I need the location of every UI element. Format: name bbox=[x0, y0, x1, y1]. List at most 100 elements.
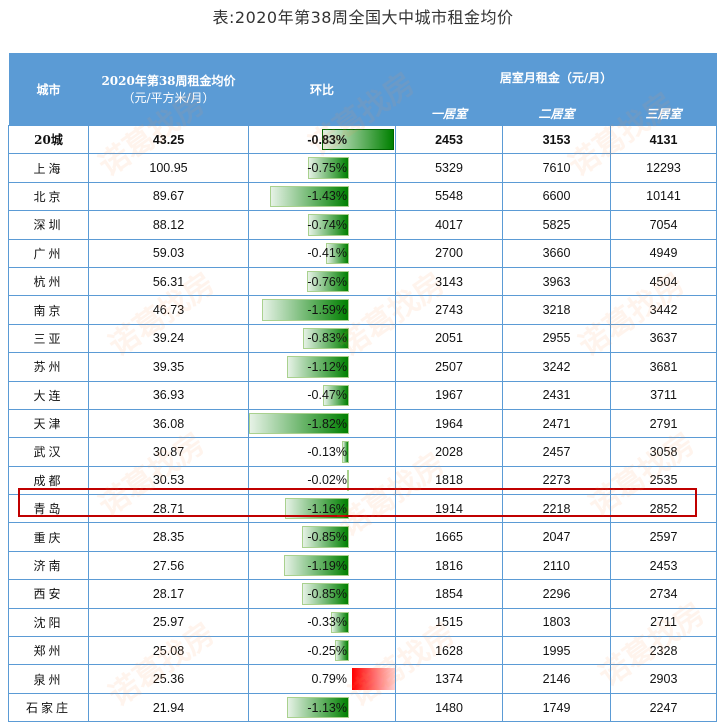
cell-city: 武汉 bbox=[8, 437, 89, 467]
cell-two-room-rent: 1803 bbox=[502, 607, 611, 638]
table-row: 泉州 25.36 0.79% 1374 2146 2903 bbox=[8, 664, 718, 694]
cell-three-room-rent: 2791 bbox=[609, 408, 718, 439]
cell-ratio: 0.79% bbox=[248, 664, 396, 694]
cell-two-room-rent: 7610 bbox=[502, 153, 611, 183]
header-three-room: 三居室 bbox=[610, 101, 717, 126]
cell-avg-price: 36.93 bbox=[88, 380, 249, 410]
cell-two-room-rent: 2955 bbox=[502, 323, 611, 354]
cell-one-room-rent: 2028 bbox=[395, 437, 503, 467]
cell-ratio: -0.75% bbox=[248, 153, 396, 183]
cell-three-room-rent: 2247 bbox=[609, 692, 718, 723]
ratio-value: -1.82% bbox=[307, 416, 347, 431]
cell-avg-price: 28.71 bbox=[88, 494, 249, 524]
cell-three-room-rent: 4504 bbox=[609, 266, 718, 297]
header-avg-price-line1: 2020年第38周租金均价 bbox=[101, 74, 236, 88]
cell-one-room-rent: 2453 bbox=[395, 124, 503, 155]
cell-one-room-rent: 3143 bbox=[395, 266, 503, 297]
cell-avg-price: 27.56 bbox=[88, 550, 249, 581]
ratio-value: -1.12% bbox=[307, 359, 347, 374]
negative-data-bar bbox=[287, 356, 349, 378]
cell-two-room-rent: 2296 bbox=[502, 579, 611, 609]
table-row: 石家庄 21.94 -1.13% 1480 1749 2247 bbox=[8, 692, 718, 723]
ratio-value: -0.47% bbox=[307, 388, 347, 403]
ratio-value: -0.33% bbox=[307, 615, 347, 630]
ratio-value: -0.76% bbox=[307, 274, 347, 289]
ratio-value: -0.85% bbox=[307, 586, 347, 601]
header-ratio: 环比 bbox=[248, 53, 396, 126]
cell-three-room-rent: 2328 bbox=[609, 636, 718, 666]
cell-city: 南京 bbox=[8, 295, 89, 325]
cell-three-room-rent: 12293 bbox=[609, 153, 718, 183]
cell-two-room-rent: 1995 bbox=[502, 636, 611, 666]
cell-ratio: -1.13% bbox=[248, 692, 396, 723]
cell-ratio: -0.76% bbox=[248, 266, 396, 297]
page-title: 表:2020年第38周全国大中城市租金均价 bbox=[212, 8, 514, 27]
cell-city: 深圳 bbox=[8, 210, 89, 240]
cell-avg-price: 59.03 bbox=[88, 238, 249, 268]
cell-avg-price: 25.36 bbox=[88, 664, 249, 694]
ratio-value: -0.02% bbox=[307, 473, 347, 488]
negative-data-bar bbox=[326, 242, 349, 264]
cell-city: 青岛 bbox=[8, 494, 89, 524]
cell-city: 泉州 bbox=[8, 664, 89, 694]
cell-ratio: -1.43% bbox=[248, 181, 396, 212]
header-room-rent-group: 居室月租金（元/月） bbox=[395, 53, 717, 101]
cell-city: 石家庄 bbox=[8, 692, 89, 723]
cell-avg-price: 30.53 bbox=[88, 465, 249, 496]
cell-avg-price: 28.35 bbox=[88, 522, 249, 552]
cell-three-room-rent: 7054 bbox=[609, 210, 718, 240]
cell-city: 杭州 bbox=[8, 266, 89, 297]
ratio-value: -1.16% bbox=[307, 501, 347, 516]
cell-city: 西安 bbox=[8, 579, 89, 609]
cell-avg-price: 46.73 bbox=[88, 295, 249, 325]
ratio-value: -1.13% bbox=[307, 700, 347, 715]
cell-one-room-rent: 1480 bbox=[395, 692, 503, 723]
cell-city: 上海 bbox=[8, 153, 89, 183]
negative-data-bar bbox=[322, 129, 394, 151]
ratio-value: -0.41% bbox=[307, 246, 347, 261]
cell-one-room-rent: 1818 bbox=[395, 465, 503, 496]
negative-data-bar bbox=[302, 583, 349, 605]
cell-one-room-rent: 2507 bbox=[395, 352, 503, 382]
table-row: 三亚 39.24 -0.83% 2051 2955 3637 bbox=[8, 323, 718, 354]
rent-table-container: 城市 2020年第38周租金均价 （元/平方米/月） 环比 居室月租金（元/月）… bbox=[8, 53, 718, 723]
table-row: 20城 43.25 -0.83% 2453 3153 4131 bbox=[8, 124, 718, 155]
rent-table: 城市 2020年第38周租金均价 （元/平方米/月） 环比 居室月租金（元/月）… bbox=[8, 53, 718, 723]
cell-two-room-rent: 3218 bbox=[502, 295, 611, 325]
negative-data-bar bbox=[248, 412, 349, 435]
cell-city: 广州 bbox=[8, 238, 89, 268]
negative-data-bar bbox=[302, 526, 349, 548]
cell-ratio: -1.82% bbox=[248, 408, 396, 439]
cell-avg-price: 56.31 bbox=[88, 266, 249, 297]
cell-ratio: -0.74% bbox=[248, 210, 396, 240]
cell-avg-price: 30.87 bbox=[88, 437, 249, 467]
cell-three-room-rent: 2597 bbox=[609, 522, 718, 552]
cell-ratio: -0.13% bbox=[248, 437, 396, 467]
table-body: 20城 43.25 -0.83% 2453 3153 4131 上海 100.95 -0.75%… bbox=[8, 124, 718, 723]
table-row: 郑州 25.08 -0.25% 1628 1995 2328 bbox=[8, 636, 718, 666]
cell-one-room-rent: 1964 bbox=[395, 408, 503, 439]
cell-ratio: -0.83% bbox=[248, 323, 396, 354]
cell-avg-price: 21.94 bbox=[88, 692, 249, 723]
ratio-value: -0.13% bbox=[307, 444, 347, 459]
header-two-room: 二居室 bbox=[502, 101, 611, 126]
negative-data-bar bbox=[341, 441, 349, 463]
header-one-room: 一居室 bbox=[395, 101, 503, 126]
cell-ratio: -0.41% bbox=[248, 238, 396, 268]
cell-ratio: -0.02% bbox=[248, 465, 396, 496]
negative-data-bar bbox=[307, 270, 349, 293]
cell-three-room-rent: 3711 bbox=[609, 380, 718, 410]
cell-one-room-rent: 1914 bbox=[395, 494, 503, 524]
cell-two-room-rent: 3153 bbox=[502, 124, 611, 155]
negative-data-bar bbox=[270, 185, 349, 208]
cell-three-room-rent: 3442 bbox=[609, 295, 718, 325]
cell-two-room-rent: 2431 bbox=[502, 380, 611, 410]
header-city: 城市 bbox=[8, 53, 89, 126]
ratio-value: -0.83% bbox=[307, 132, 347, 147]
cell-ratio: -0.33% bbox=[248, 607, 396, 638]
table-row: 天津 36.08 -1.82% 1964 2471 2791 bbox=[8, 408, 718, 439]
negative-data-bar bbox=[283, 554, 349, 577]
ratio-value: -1.19% bbox=[307, 558, 347, 573]
cell-city: 北京 bbox=[8, 181, 89, 212]
table-row: 深圳 88.12 -0.74% 4017 5825 7054 bbox=[8, 210, 718, 240]
